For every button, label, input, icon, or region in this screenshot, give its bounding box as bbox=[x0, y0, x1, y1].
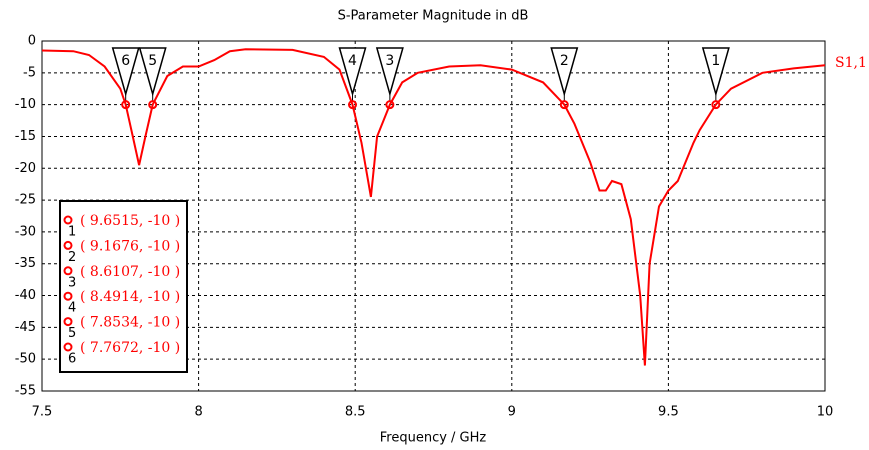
x-tick-label: 8 bbox=[194, 405, 202, 420]
x-tick-label: 9.5 bbox=[658, 405, 679, 420]
y-tick-label: -10 bbox=[15, 97, 36, 112]
y-tick-label: -50 bbox=[15, 352, 36, 367]
legend-number: 5 bbox=[68, 326, 76, 341]
legend-marker bbox=[63, 266, 73, 276]
marker-flag bbox=[111, 47, 140, 97]
legend-readout: ( 9.1676, -10 ) bbox=[80, 238, 180, 254]
legend-readout: ( 9.6515, -10 ) bbox=[80, 213, 180, 229]
marker-flag bbox=[701, 47, 730, 97]
x-axis-label: Frequency / GHz bbox=[380, 431, 487, 446]
marker-number: 6 bbox=[121, 53, 130, 69]
marker-point bbox=[559, 100, 569, 110]
marker-number: 1 bbox=[711, 53, 720, 69]
y-tick-label: -55 bbox=[15, 384, 36, 399]
y-tick-label: 0 bbox=[28, 34, 36, 49]
marker-point bbox=[385, 100, 395, 110]
y-tick-label: -25 bbox=[15, 193, 36, 208]
legend-number: 4 bbox=[68, 301, 76, 316]
marker-number: 4 bbox=[348, 53, 357, 69]
legend-marker bbox=[63, 291, 73, 301]
marker-flag bbox=[550, 47, 579, 97]
x-tick-label: 10 bbox=[817, 405, 834, 420]
marker-point bbox=[711, 100, 721, 110]
y-tick-label: -30 bbox=[15, 224, 36, 239]
legend-marker bbox=[63, 342, 73, 352]
marker-point bbox=[148, 100, 158, 110]
series-label: S1,1 bbox=[835, 55, 867, 71]
legend-number: 3 bbox=[68, 275, 76, 290]
marker-legend bbox=[59, 200, 188, 373]
chart-title: S-Parameter Magnitude in dB bbox=[338, 9, 529, 24]
y-tick-label: -15 bbox=[15, 129, 36, 144]
y-tick-label: -20 bbox=[15, 161, 36, 176]
marker-point bbox=[348, 100, 358, 110]
y-tick-label: -5 bbox=[23, 65, 36, 80]
y-tick-label: -45 bbox=[15, 320, 36, 335]
legend-readout: ( 8.6107, -10 ) bbox=[80, 264, 180, 280]
series-line bbox=[41, 48, 826, 366]
x-tick-label: 9 bbox=[508, 405, 516, 420]
legend-readout: ( 8.4914, -10 ) bbox=[80, 289, 180, 305]
marker-number: 2 bbox=[560, 53, 569, 69]
marker-flag bbox=[338, 47, 367, 97]
legend-number: 1 bbox=[68, 225, 76, 240]
y-tick-label: -40 bbox=[15, 288, 36, 303]
legend-marker bbox=[63, 240, 73, 250]
x-tick-label: 8.5 bbox=[345, 405, 366, 420]
legend-number: 6 bbox=[68, 352, 76, 367]
legend-marker bbox=[63, 317, 73, 327]
legend-readout: ( 7.8534, -10 ) bbox=[80, 315, 180, 331]
marker-flag bbox=[138, 47, 167, 97]
marker-point bbox=[121, 100, 131, 110]
legend-number: 2 bbox=[68, 250, 76, 265]
legend-readout: ( 7.7672, -10 ) bbox=[80, 340, 180, 356]
marker-number: 3 bbox=[385, 53, 394, 69]
x-tick-label: 7.5 bbox=[32, 405, 53, 420]
marker-flag bbox=[375, 47, 404, 97]
plot-frame bbox=[41, 40, 826, 392]
marker-number: 5 bbox=[148, 53, 157, 69]
y-tick-label: -35 bbox=[15, 256, 36, 271]
legend-marker bbox=[63, 215, 73, 225]
